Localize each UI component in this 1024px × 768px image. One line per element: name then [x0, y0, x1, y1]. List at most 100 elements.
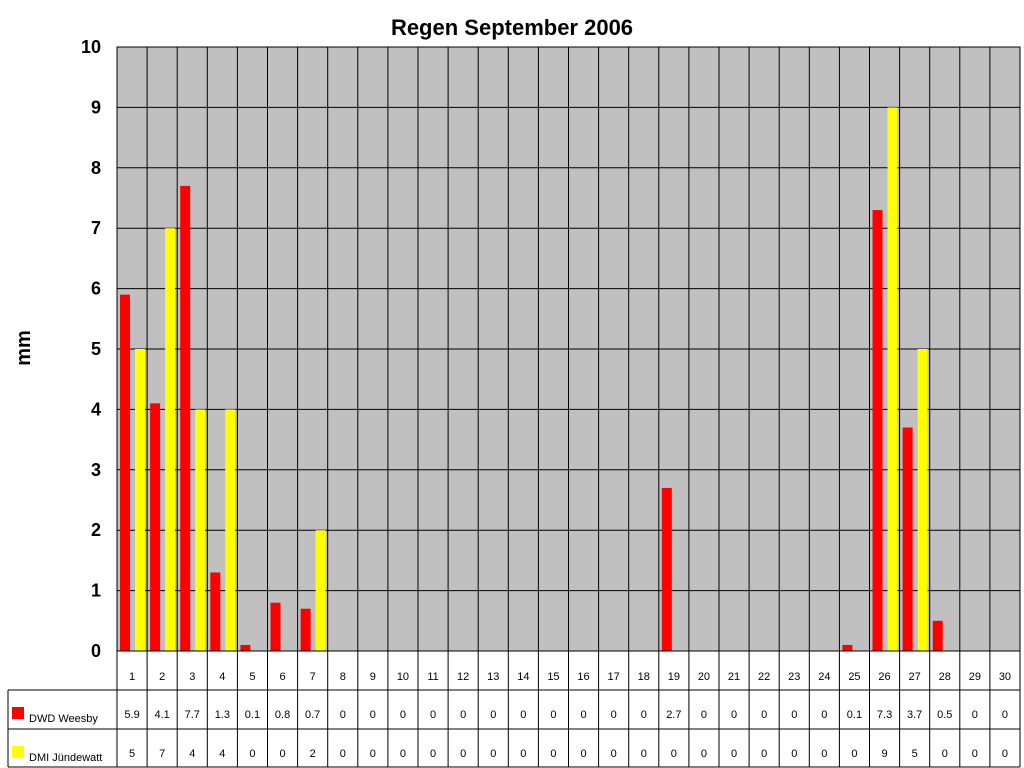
x-tick-label: 29 [969, 671, 981, 683]
bar-dmi-jundewatt [887, 107, 898, 651]
table-value: 4 [189, 748, 195, 760]
x-tick-label: 15 [547, 671, 559, 683]
bar-dwd-weesby [180, 185, 191, 652]
x-tick-label: 12 [457, 671, 469, 683]
table-value: 0 [731, 709, 737, 721]
bar-dwd-weesby [120, 294, 130, 651]
table-value: 0 [340, 748, 346, 760]
table-value: 0 [791, 748, 797, 760]
table-value: 7.7 [185, 709, 200, 721]
table-value: 0 [821, 709, 827, 721]
x-tick-label: 6 [279, 671, 285, 683]
table-value: 2 [310, 748, 316, 760]
table-value: 0 [671, 748, 677, 760]
table-value: 0 [821, 748, 827, 760]
y-axis-label: mm [13, 330, 35, 366]
table-value: 7.3 [877, 709, 892, 721]
x-tick-label: 7 [310, 671, 316, 683]
x-tick-label: 11 [427, 671, 438, 683]
table-value: 0 [701, 709, 707, 721]
x-tick-label: 17 [608, 671, 620, 683]
data-table: 1 2 3 4 5 6 7 8 9 10 11 12 13 14 15 16 17 18 19 20 21 22 23 24 2… [7, 650, 1021, 768]
grid-lines [117, 47, 1020, 651]
table-value: 5.9 [124, 709, 139, 721]
table-value: 0.8 [275, 709, 290, 721]
x-tick-label: 19 [668, 671, 680, 683]
bar-dwd-weesby [872, 210, 883, 651]
table-value: 0 [460, 709, 466, 721]
table-value: 0 [400, 748, 406, 760]
x-tick-label: 22 [758, 671, 770, 683]
table-value: 0.1 [245, 709, 260, 721]
table-value: 0 [550, 748, 556, 760]
bar-dmi-jundewatt [135, 349, 145, 651]
x-tick-label: 5 [249, 671, 255, 683]
x-tick-label: 3 [189, 671, 195, 683]
y-tick-label: 8 [91, 158, 101, 178]
table-value: 0 [249, 748, 255, 760]
table-value: 0 [520, 748, 526, 760]
bar-dwd-weesby [902, 427, 913, 651]
y-tick-label: 3 [91, 460, 101, 480]
x-tick-label: 24 [818, 671, 830, 683]
y-tick-label: 2 [91, 520, 101, 540]
table-value: 0 [490, 709, 496, 721]
chart-title: Regen September 2006 [391, 15, 633, 40]
x-tick-label: 8 [340, 671, 346, 683]
bar-dwd-weesby [932, 620, 943, 651]
table-value: 4 [219, 748, 225, 760]
table-value: 0 [370, 709, 376, 721]
legend-label: DMI Jündewatt [29, 752, 102, 764]
y-tick-label: 10 [81, 37, 101, 57]
table-value: 0.7 [305, 709, 320, 721]
bar-dwd-weesby [150, 403, 161, 651]
x-tick-label: 16 [577, 671, 589, 683]
x-tick-label: 27 [909, 671, 921, 683]
table-value: 1.3 [215, 709, 230, 721]
table-value: 9 [881, 748, 887, 760]
bar-dwd-weesby [300, 608, 311, 651]
table-value: 4.1 [155, 709, 170, 721]
table-value: 7 [159, 748, 165, 760]
table-value: 0 [580, 709, 586, 721]
x-tick-label: 2 [159, 671, 165, 683]
bar-dmi-jundewatt [165, 228, 176, 651]
bars-group [120, 107, 943, 652]
y-tick-label: 7 [91, 218, 101, 238]
x-tick-label: 1 [129, 671, 135, 683]
table-value: 0.1 [847, 709, 862, 721]
x-tick-label: 21 [728, 671, 740, 683]
bar-dmi-jundewatt [225, 409, 236, 651]
bar-dwd-weesby [270, 602, 281, 651]
table-value: 0 [1002, 709, 1008, 721]
y-axis-ticks: 0 1 2 3 4 5 6 7 8 9 10 [81, 37, 101, 661]
bar-dwd-weesby [842, 644, 853, 651]
x-tick-label: 14 [517, 671, 529, 683]
x-tick-label: 30 [999, 671, 1011, 683]
table-value: 0 [851, 748, 857, 760]
table-value: 0 [791, 709, 797, 721]
table-value: 5 [129, 748, 135, 760]
table-value: 0 [1002, 748, 1008, 760]
table-value: 0 [761, 709, 767, 721]
table-value: 0 [430, 709, 436, 721]
x-tick-label: 23 [788, 671, 800, 683]
legend-label: DWD Weesby [29, 713, 98, 725]
table-value: 0 [520, 709, 526, 721]
table-value: 0 [611, 748, 617, 760]
table-value: 0 [550, 709, 556, 721]
x-tick-label: 9 [370, 671, 376, 683]
table-value: 0 [490, 748, 496, 760]
y-tick-label: 0 [91, 641, 101, 661]
table-value: 0 [611, 709, 617, 721]
table-value: 0 [731, 748, 737, 760]
legend-swatch [12, 707, 24, 719]
table-value: 0 [400, 709, 406, 721]
table-value: 3.7 [907, 709, 922, 721]
bar-dmi-jundewatt [195, 409, 206, 651]
table-value: 0 [761, 748, 767, 760]
x-tick-label: 26 [878, 671, 890, 683]
x-tick-label: 13 [487, 671, 499, 683]
x-tick-label: 18 [638, 671, 650, 683]
